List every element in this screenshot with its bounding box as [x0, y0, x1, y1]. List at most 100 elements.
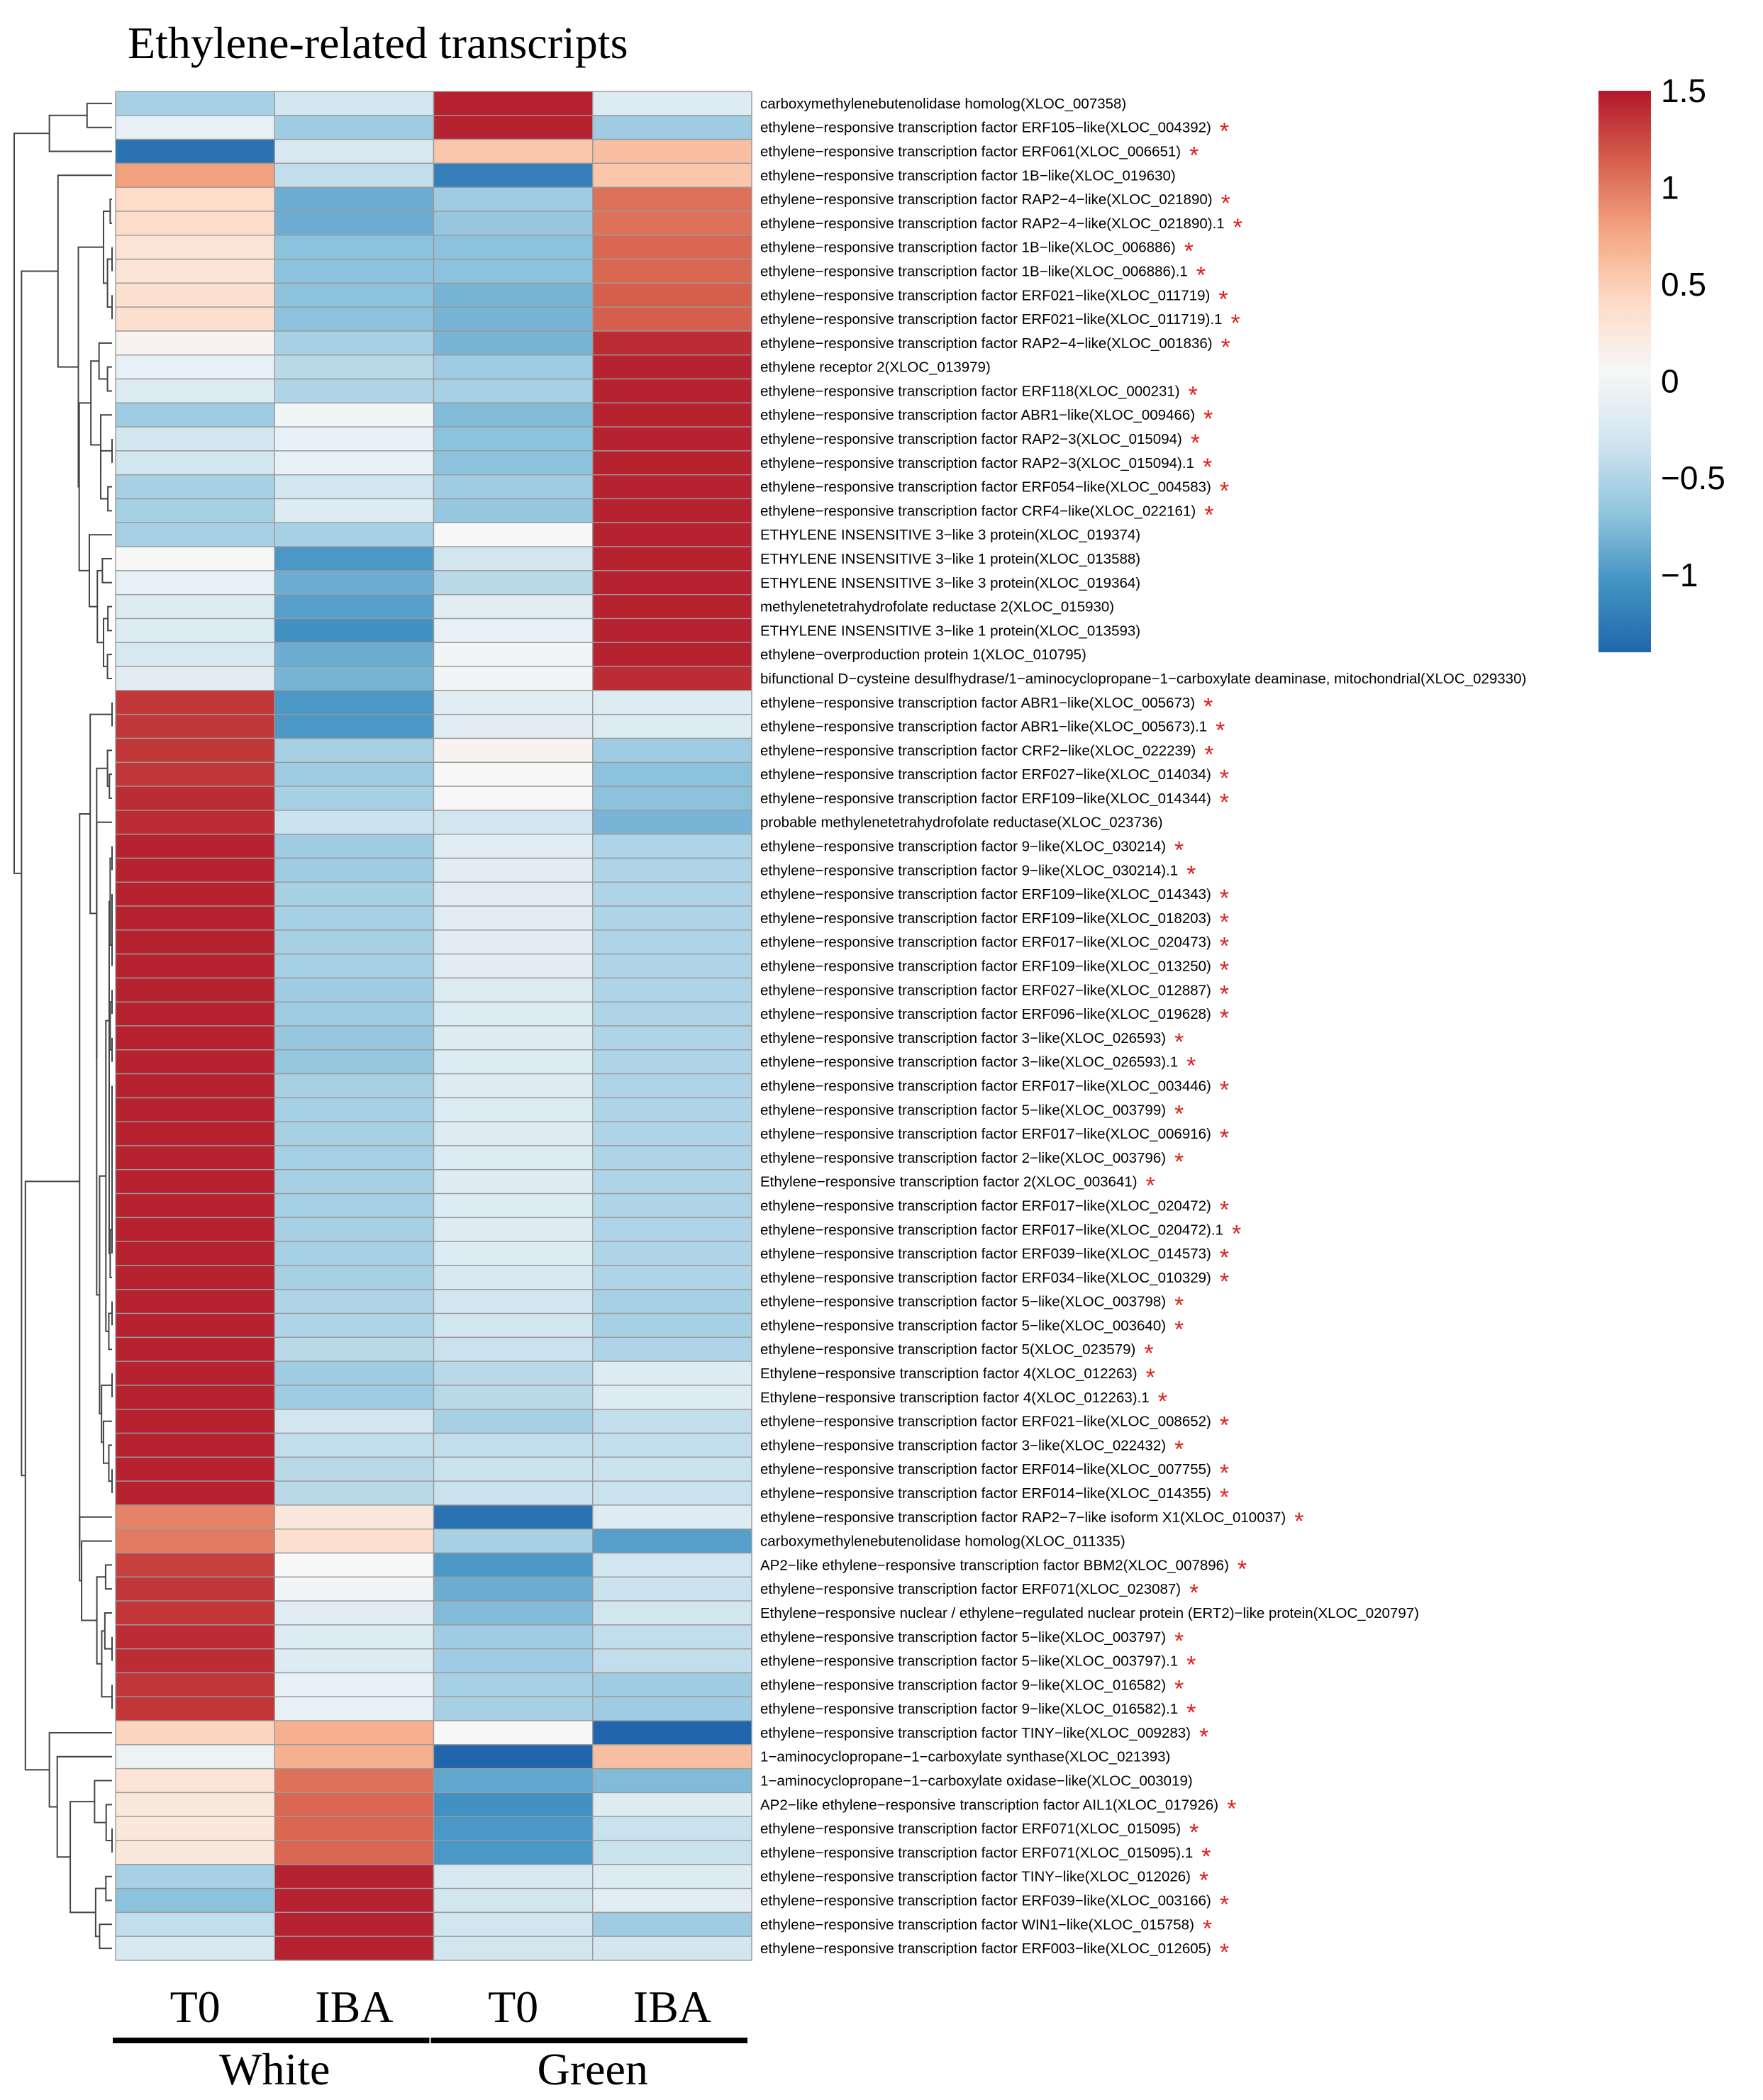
- heatmap-cell: [433, 1385, 594, 1410]
- heatmap-cell: [592, 162, 752, 188]
- row-labels: carboxymethylenebutenolidase homolog(XLO…: [760, 96, 1526, 1966]
- heatmap-cell: [433, 1552, 594, 1577]
- row-label: ethylene−responsive transcription factor…: [760, 862, 1178, 878]
- heatmap-cell: [274, 786, 435, 811]
- dendrogram-branch: [94, 1887, 106, 1938]
- heatmap-cell: [433, 1887, 594, 1914]
- row-label: ethylene−responsive transcription factor…: [760, 1940, 1211, 1957]
- heatmap-cell: [433, 881, 594, 907]
- heatmap-cell: [274, 1624, 435, 1650]
- row-label: ethylene−responsive transcription factor…: [760, 1437, 1166, 1453]
- heatmap-cell: [274, 1720, 435, 1746]
- dendrogram-branch: [69, 1801, 96, 1914]
- significance-star: *: [1220, 1412, 1229, 1439]
- row-label: ethylene−responsive transcription factor…: [760, 191, 1213, 208]
- heatmap-cell: [115, 1025, 275, 1051]
- heatmap-cell: [274, 474, 435, 500]
- heatmap-cell: [115, 1696, 275, 1721]
- row-label: ethylene−responsive transcription factor…: [760, 167, 1176, 184]
- row-label: ethylene−responsive transcription factor…: [760, 1150, 1166, 1166]
- row-label: ethylene−responsive transcription factor…: [760, 1006, 1211, 1022]
- heatmap-cell: [592, 426, 752, 452]
- heatmap-cell: [433, 810, 594, 835]
- heatmap-cell: [274, 450, 435, 476]
- heatmap-cell: [274, 378, 435, 404]
- dendrogram-branch: [101, 1630, 112, 1698]
- dendrogram-branch: [100, 449, 112, 500]
- significance-star: *: [1174, 1292, 1184, 1319]
- heatmap-cell: [115, 1361, 275, 1386]
- heatmap-cell: [274, 1336, 435, 1362]
- heatmap-cell: [592, 450, 752, 476]
- heatmap-cell: [592, 642, 752, 667]
- row-label: Ethylene−responsive transcription factor…: [760, 1365, 1138, 1382]
- row-label: ethylene−responsive transcription factor…: [760, 982, 1211, 998]
- heatmap-cell: [115, 1097, 275, 1122]
- heatmap-cell: [433, 1911, 594, 1937]
- heatmap-cell: [274, 354, 435, 380]
- row-label: ETHYLENE INSENSITIVE 3−like 3 protein(XL…: [760, 575, 1140, 591]
- significance-star: *: [1220, 478, 1229, 505]
- heatmap-cell: [592, 1744, 752, 1770]
- significance-star: *: [1203, 693, 1213, 720]
- heatmap-cell: [274, 1169, 435, 1195]
- heatmap-cell: [433, 474, 594, 500]
- row-label: ethylene−responsive transcription factor…: [760, 431, 1182, 447]
- heatmap-cell: [274, 1816, 435, 1841]
- heatmap-cell: [433, 91, 594, 116]
- row-label: ethylene−responsive transcription factor…: [760, 1126, 1211, 1142]
- heatmap-cell: [592, 1073, 752, 1099]
- heatmap-cell: [433, 1767, 594, 1794]
- heatmap-cell: [115, 1672, 275, 1697]
- heatmap-cell: [592, 1217, 752, 1242]
- heatmap-cell: [592, 330, 752, 356]
- heatmap-cell: [115, 474, 275, 500]
- heatmap-cell: [592, 306, 752, 332]
- heatmap-cell: [433, 1241, 594, 1266]
- heatmap-cell: [115, 1504, 275, 1530]
- heatmap-cell: [274, 1432, 435, 1458]
- heatmap-cell: [115, 91, 275, 116]
- heatmap-cell: [115, 1336, 275, 1362]
- heatmap-cell: [433, 1576, 594, 1602]
- heatmap-cell: [433, 1816, 594, 1841]
- significance-star: *: [1220, 765, 1229, 792]
- significance-star: *: [1186, 1053, 1196, 1080]
- dendrogram-branch: [104, 1564, 112, 1590]
- significance-star: *: [1191, 430, 1200, 457]
- row-label: ethylene−responsive transcription factor…: [760, 886, 1211, 903]
- heatmap-cell: [592, 282, 752, 308]
- heatmap-cell: [592, 786, 752, 811]
- heatmap-cell: [274, 1792, 435, 1817]
- heatmap-cell: [433, 929, 594, 955]
- heatmap-cell: [433, 354, 594, 380]
- row-label: ethylene−responsive transcription factor…: [760, 791, 1211, 807]
- heatmap-cell: [274, 833, 435, 859]
- heatmap-cell: [592, 1265, 752, 1290]
- heatmap-cell: [592, 1792, 752, 1817]
- heatmap-cell: [274, 211, 435, 236]
- row-label: ethylene−responsive transcription factor…: [760, 1893, 1211, 1909]
- heatmap-cell: [592, 91, 752, 116]
- heatmap-cell: [274, 1672, 435, 1697]
- significance-star: *: [1174, 837, 1184, 864]
- dendrogram-branch: [105, 1875, 112, 1901]
- significance-star: *: [1158, 1388, 1167, 1415]
- heatmap-cell: [274, 1145, 435, 1171]
- heatmap-cell: [274, 1121, 435, 1146]
- heatmap-cell: [433, 593, 594, 620]
- heatmap-cell: [115, 1864, 275, 1889]
- significance-star: *: [1189, 1819, 1198, 1846]
- row-label: 1−aminocyclopropane−1−carboxylate syntha…: [760, 1749, 1170, 1765]
- row-label: ethylene−responsive transcription factor…: [760, 383, 1180, 399]
- row-label: ethylene−responsive transcription factor…: [760, 1461, 1211, 1478]
- heatmap-cell: [274, 330, 435, 356]
- heatmap-cell: [433, 1049, 594, 1075]
- heatmap-cell: [274, 737, 435, 763]
- heatmap-cell: [592, 1840, 752, 1865]
- heatmap-cell: [115, 953, 275, 979]
- heatmap-cell: [274, 1864, 435, 1889]
- column-label: IBA: [633, 1982, 711, 2032]
- column-label: T0: [170, 1982, 221, 2032]
- dendrogram-branch: [21, 270, 58, 1477]
